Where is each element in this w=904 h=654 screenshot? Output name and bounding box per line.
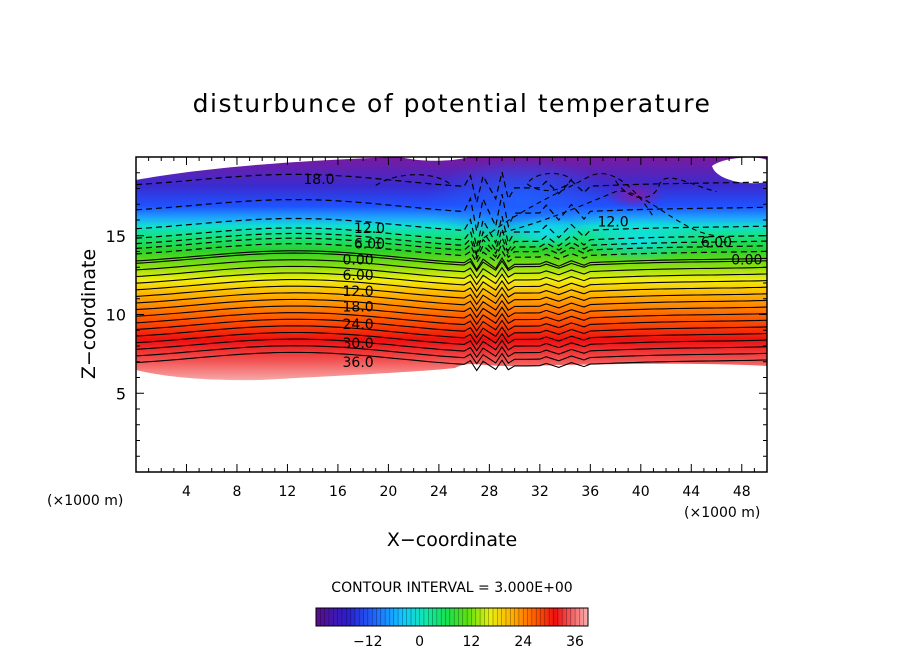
x-tick-label: 36 <box>581 484 599 500</box>
contour-line-negative <box>136 215 767 247</box>
colorbar-fill <box>316 608 588 626</box>
x-tick-label: 40 <box>632 484 650 500</box>
contour-line-positive <box>136 272 767 293</box>
x-tick-label: 8 <box>232 484 241 500</box>
x-tick-label: 20 <box>379 484 397 500</box>
x-tick-label: 16 <box>329 484 347 500</box>
contour-line-positive <box>136 252 767 273</box>
contour-label: 6.00 <box>354 237 385 253</box>
contour-line-positive <box>136 351 767 372</box>
y-axis-label: Z−coordinate <box>78 249 100 379</box>
chart-title: disturbunce of potential temperature <box>193 89 712 118</box>
contour-line-positive <box>136 259 767 279</box>
colorbar: −12 0 12 24 36 <box>315 607 589 650</box>
contour-line-negative <box>501 190 717 237</box>
contour-labels: 18.012.06.000.006.0012.018.024.030.036.0… <box>303 172 762 371</box>
colorbar-tick-label: 24 <box>514 634 532 650</box>
contour-line-positive <box>136 325 767 345</box>
contour-label: 12.0 <box>354 221 385 237</box>
x-tick-label: 44 <box>682 484 700 500</box>
contour-line-positive <box>136 285 767 306</box>
contour-label: 12.0 <box>597 215 628 231</box>
contour-label: 12.0 <box>343 284 374 300</box>
contour-line-positive <box>136 338 767 359</box>
contour-line-positive <box>136 312 767 332</box>
colorbar-frame <box>315 607 589 627</box>
x-tick-label: 12 <box>279 484 297 500</box>
colorbar-ticks: −12 0 12 24 36 <box>353 634 584 650</box>
contour-label: 24.0 <box>343 317 374 333</box>
colorbar-stripes <box>320 608 584 626</box>
y-tick-label: 15 <box>106 227 126 246</box>
x-tick-label: 4 <box>182 484 191 500</box>
y-tick-label: 10 <box>106 306 126 325</box>
contour-line-negative <box>615 177 717 199</box>
purple-anomaly <box>605 181 665 209</box>
contour-line-positive <box>136 279 767 299</box>
contour-label: 0.00 <box>343 252 374 268</box>
cyan-anomaly <box>580 218 700 262</box>
contour-interval-text: CONTOUR INTERVAL = 3.000E+00 <box>331 580 572 596</box>
axis-ticks <box>136 157 767 472</box>
plot-field <box>136 157 767 381</box>
colorbar-tick-label: 36 <box>566 634 584 650</box>
x-unit-right: (×1000 m) <box>684 505 760 521</box>
y-tick-labels: 5 10 15 <box>106 227 126 404</box>
contour-line-negative <box>136 226 767 256</box>
colorbar-tick-label: 0 <box>415 634 424 650</box>
x-tick-label: 28 <box>480 484 498 500</box>
white-patch-top-right <box>712 157 767 184</box>
contour-line-negative <box>136 243 767 264</box>
contour-lines <box>136 171 767 372</box>
contour-label: 30.0 <box>343 336 374 352</box>
colorbar-tick-label: 12 <box>463 634 481 650</box>
contour-line-negative <box>375 174 452 186</box>
contour-line-negative <box>136 193 767 232</box>
x-tick-label: 24 <box>430 484 448 500</box>
contour-line-positive <box>136 292 767 312</box>
x-tick-label: 32 <box>531 484 549 500</box>
x-unit-left: (×1000 m) <box>47 493 123 509</box>
contour-line-positive <box>136 298 767 319</box>
contour-label: 6.00 <box>343 268 374 284</box>
contour-line-positive <box>136 318 767 339</box>
x-axis-label: X−coordinate <box>387 529 517 551</box>
contour-line-positive <box>136 265 767 286</box>
x-tick-label: 48 <box>733 484 751 500</box>
colorbar-tick-label: −12 <box>353 634 383 650</box>
white-patch-top <box>400 157 470 161</box>
contour-line-positive <box>136 345 767 365</box>
contour-line-negative <box>136 237 767 261</box>
contour-label: 18.0 <box>303 172 334 188</box>
contour-label: 36.0 <box>343 355 374 371</box>
contour-line-positive <box>136 331 767 352</box>
contour-line-negative <box>136 232 767 258</box>
contour-line-positive <box>136 250 767 271</box>
contour-line-positive <box>136 305 767 326</box>
contour-label: 0.00 <box>731 252 762 268</box>
x-tick-labels: 4 8 12 16 20 24 28 32 36 40 44 48 <box>182 484 751 500</box>
contour-line-negative <box>136 171 767 203</box>
contour-label: 18.0 <box>343 300 374 316</box>
contour-line-negative <box>526 172 573 191</box>
y-tick-label: 5 <box>116 384 126 403</box>
contour-label: 6.00 <box>701 235 732 251</box>
contour-line-negative <box>476 173 654 245</box>
